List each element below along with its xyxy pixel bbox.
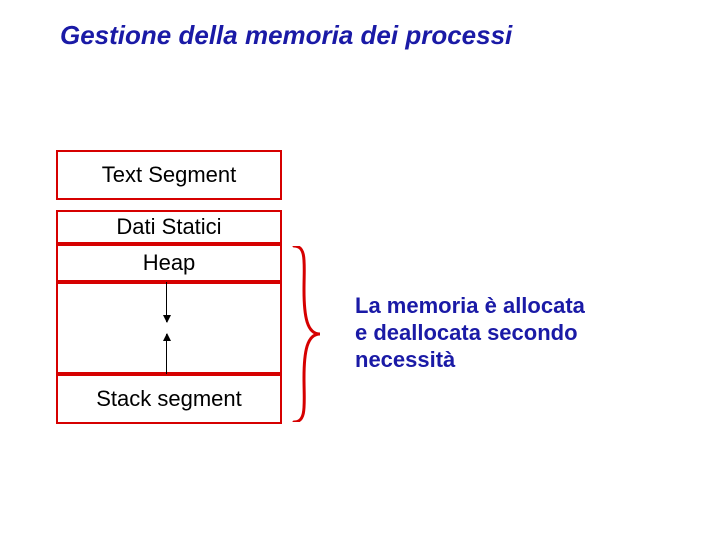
brace-icon — [292, 246, 322, 422]
segment-data-label: Dati Statici — [116, 214, 221, 240]
segment-heap-label: Heap — [143, 250, 196, 276]
annotation-text: La memoria è allocata e deallocata secon… — [355, 292, 585, 373]
segment-stack-label: Stack segment — [96, 386, 242, 412]
heap-grow-arrow-icon — [166, 282, 167, 322]
segment-text: Text Segment — [56, 150, 282, 200]
segment-free — [56, 282, 282, 374]
segment-text-label: Text Segment — [102, 162, 237, 188]
annotation-line-2: e deallocata secondo — [355, 319, 585, 346]
segment-heap: Heap — [56, 244, 282, 282]
annotation-line-3: necessità — [355, 346, 585, 373]
page-title: Gestione della memoria dei processi — [60, 20, 512, 51]
segment-data: Dati Statici — [56, 210, 282, 244]
stack-grow-arrow-icon — [166, 334, 167, 374]
annotation-line-1: La memoria è allocata — [355, 292, 585, 319]
segment-stack: Stack segment — [56, 374, 282, 424]
